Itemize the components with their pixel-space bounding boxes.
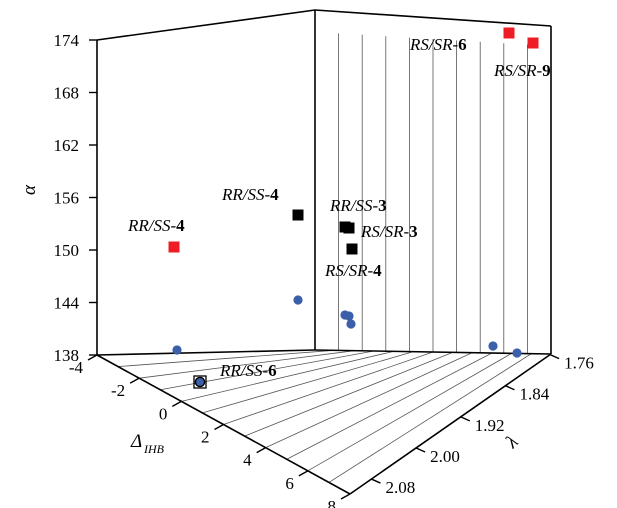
y-axis-line: [349, 353, 552, 495]
x-axis-title-subscript: IHB: [143, 442, 165, 456]
z-tick-label: 150: [54, 241, 80, 260]
y-tick-mark: [415, 447, 426, 453]
x-tick-mark: [298, 470, 309, 477]
x-tick-label: -4: [69, 358, 84, 377]
x-tick-label: 0: [159, 404, 168, 423]
x-tick-label: 2: [201, 428, 210, 447]
y-tick-mark: [460, 416, 471, 422]
z-tick-label: 174: [54, 31, 80, 50]
floor-grid-line: [223, 351, 434, 425]
point-label: RR/SS-4: [127, 216, 185, 235]
y-tick-label: 2.08: [385, 478, 415, 497]
x-tick-mark: [256, 447, 267, 454]
floor-point: [172, 345, 182, 355]
x-tick-mark: [87, 354, 98, 361]
floor-point: [344, 311, 354, 321]
floor-point: [293, 295, 303, 305]
grid-lines: [118, 33, 532, 483]
axis-titles: α Δ IHB λ: [19, 184, 522, 456]
data-points: [168, 27, 539, 255]
point-marker: [292, 209, 304, 221]
floor-projection-points: [172, 295, 522, 389]
point-marker: [168, 241, 180, 253]
point-marker: [503, 27, 515, 39]
floor-point: [346, 319, 356, 329]
y-axis-title: λ: [501, 432, 522, 453]
floor-back-right-edge: [314, 349, 552, 355]
floor-grid-line: [118, 349, 335, 367]
floor-grid-line: [202, 351, 414, 414]
point-label: RS/SR-4: [324, 261, 382, 280]
x-tick-label: 8: [328, 497, 337, 508]
y-tick-label: 2.00: [430, 447, 460, 466]
z-tick-label: 162: [54, 136, 80, 155]
x-tick-label: 6: [285, 474, 294, 493]
point-marker: [343, 222, 355, 234]
point-marker: [527, 37, 539, 49]
point-marker: [346, 243, 358, 255]
z-tick-label: 156: [54, 189, 80, 208]
floor-grid-line: [181, 350, 394, 402]
floor-grid-line: [328, 353, 532, 483]
x-tick-mark: [129, 377, 140, 384]
point-label: RR/SS-3: [329, 196, 387, 215]
x-tick-mark: [214, 423, 224, 431]
floor-grid-line: [244, 351, 453, 437]
wall-top-right-edge: [314, 9, 552, 27]
z-axis-title: α: [19, 184, 40, 195]
y-tick-label: 1.84: [519, 385, 549, 404]
z-tick-label: 168: [54, 84, 80, 103]
point-label: RS/SR-9: [493, 61, 551, 80]
x-tick-label: 4: [243, 451, 252, 470]
z-tick-label: 138: [54, 346, 80, 365]
floor-grid-line: [286, 352, 493, 460]
y-tick-label: 1.92: [475, 416, 505, 435]
floor-grid-line: [307, 352, 512, 472]
wall-top-left-edge: [96, 9, 316, 41]
point-label: RS/SR-3: [360, 222, 418, 241]
x-axis-title: Δ: [130, 431, 142, 452]
floor-back-left-edge: [96, 349, 316, 356]
floor-point-highlight: [193, 375, 207, 389]
point-label: RR/SS-4: [221, 185, 279, 204]
point-label: RS/SR-6: [409, 35, 467, 54]
x-tick-mark: [171, 400, 182, 407]
y-tick-mark: [371, 478, 381, 484]
point-labels: RR/SS-6 RR/SS-4 RR/SS-4 RR/SS-3 RS/SR-3 RS/SR…: [127, 35, 551, 380]
floor-grid-line: [139, 350, 355, 379]
floor-point-label: RR/SS-6: [219, 361, 277, 380]
floor-grid-line: [265, 352, 473, 449]
y-tick-mark: [505, 385, 515, 391]
floor-point: [512, 348, 522, 358]
x-tick-label: -2: [111, 381, 125, 400]
y-tick-mark: [549, 353, 560, 360]
y-tick-label: 1.76: [564, 354, 594, 373]
x-tick-mark: [340, 493, 351, 500]
z-tick-label: 144: [54, 294, 80, 313]
floor-point: [488, 341, 498, 351]
axis-ticks: 138 144 150 156 162 168 174 -4 -2 0 2 4 6 8 1.76 1.84 1.…: [54, 31, 594, 508]
floor-point: [194, 376, 206, 388]
